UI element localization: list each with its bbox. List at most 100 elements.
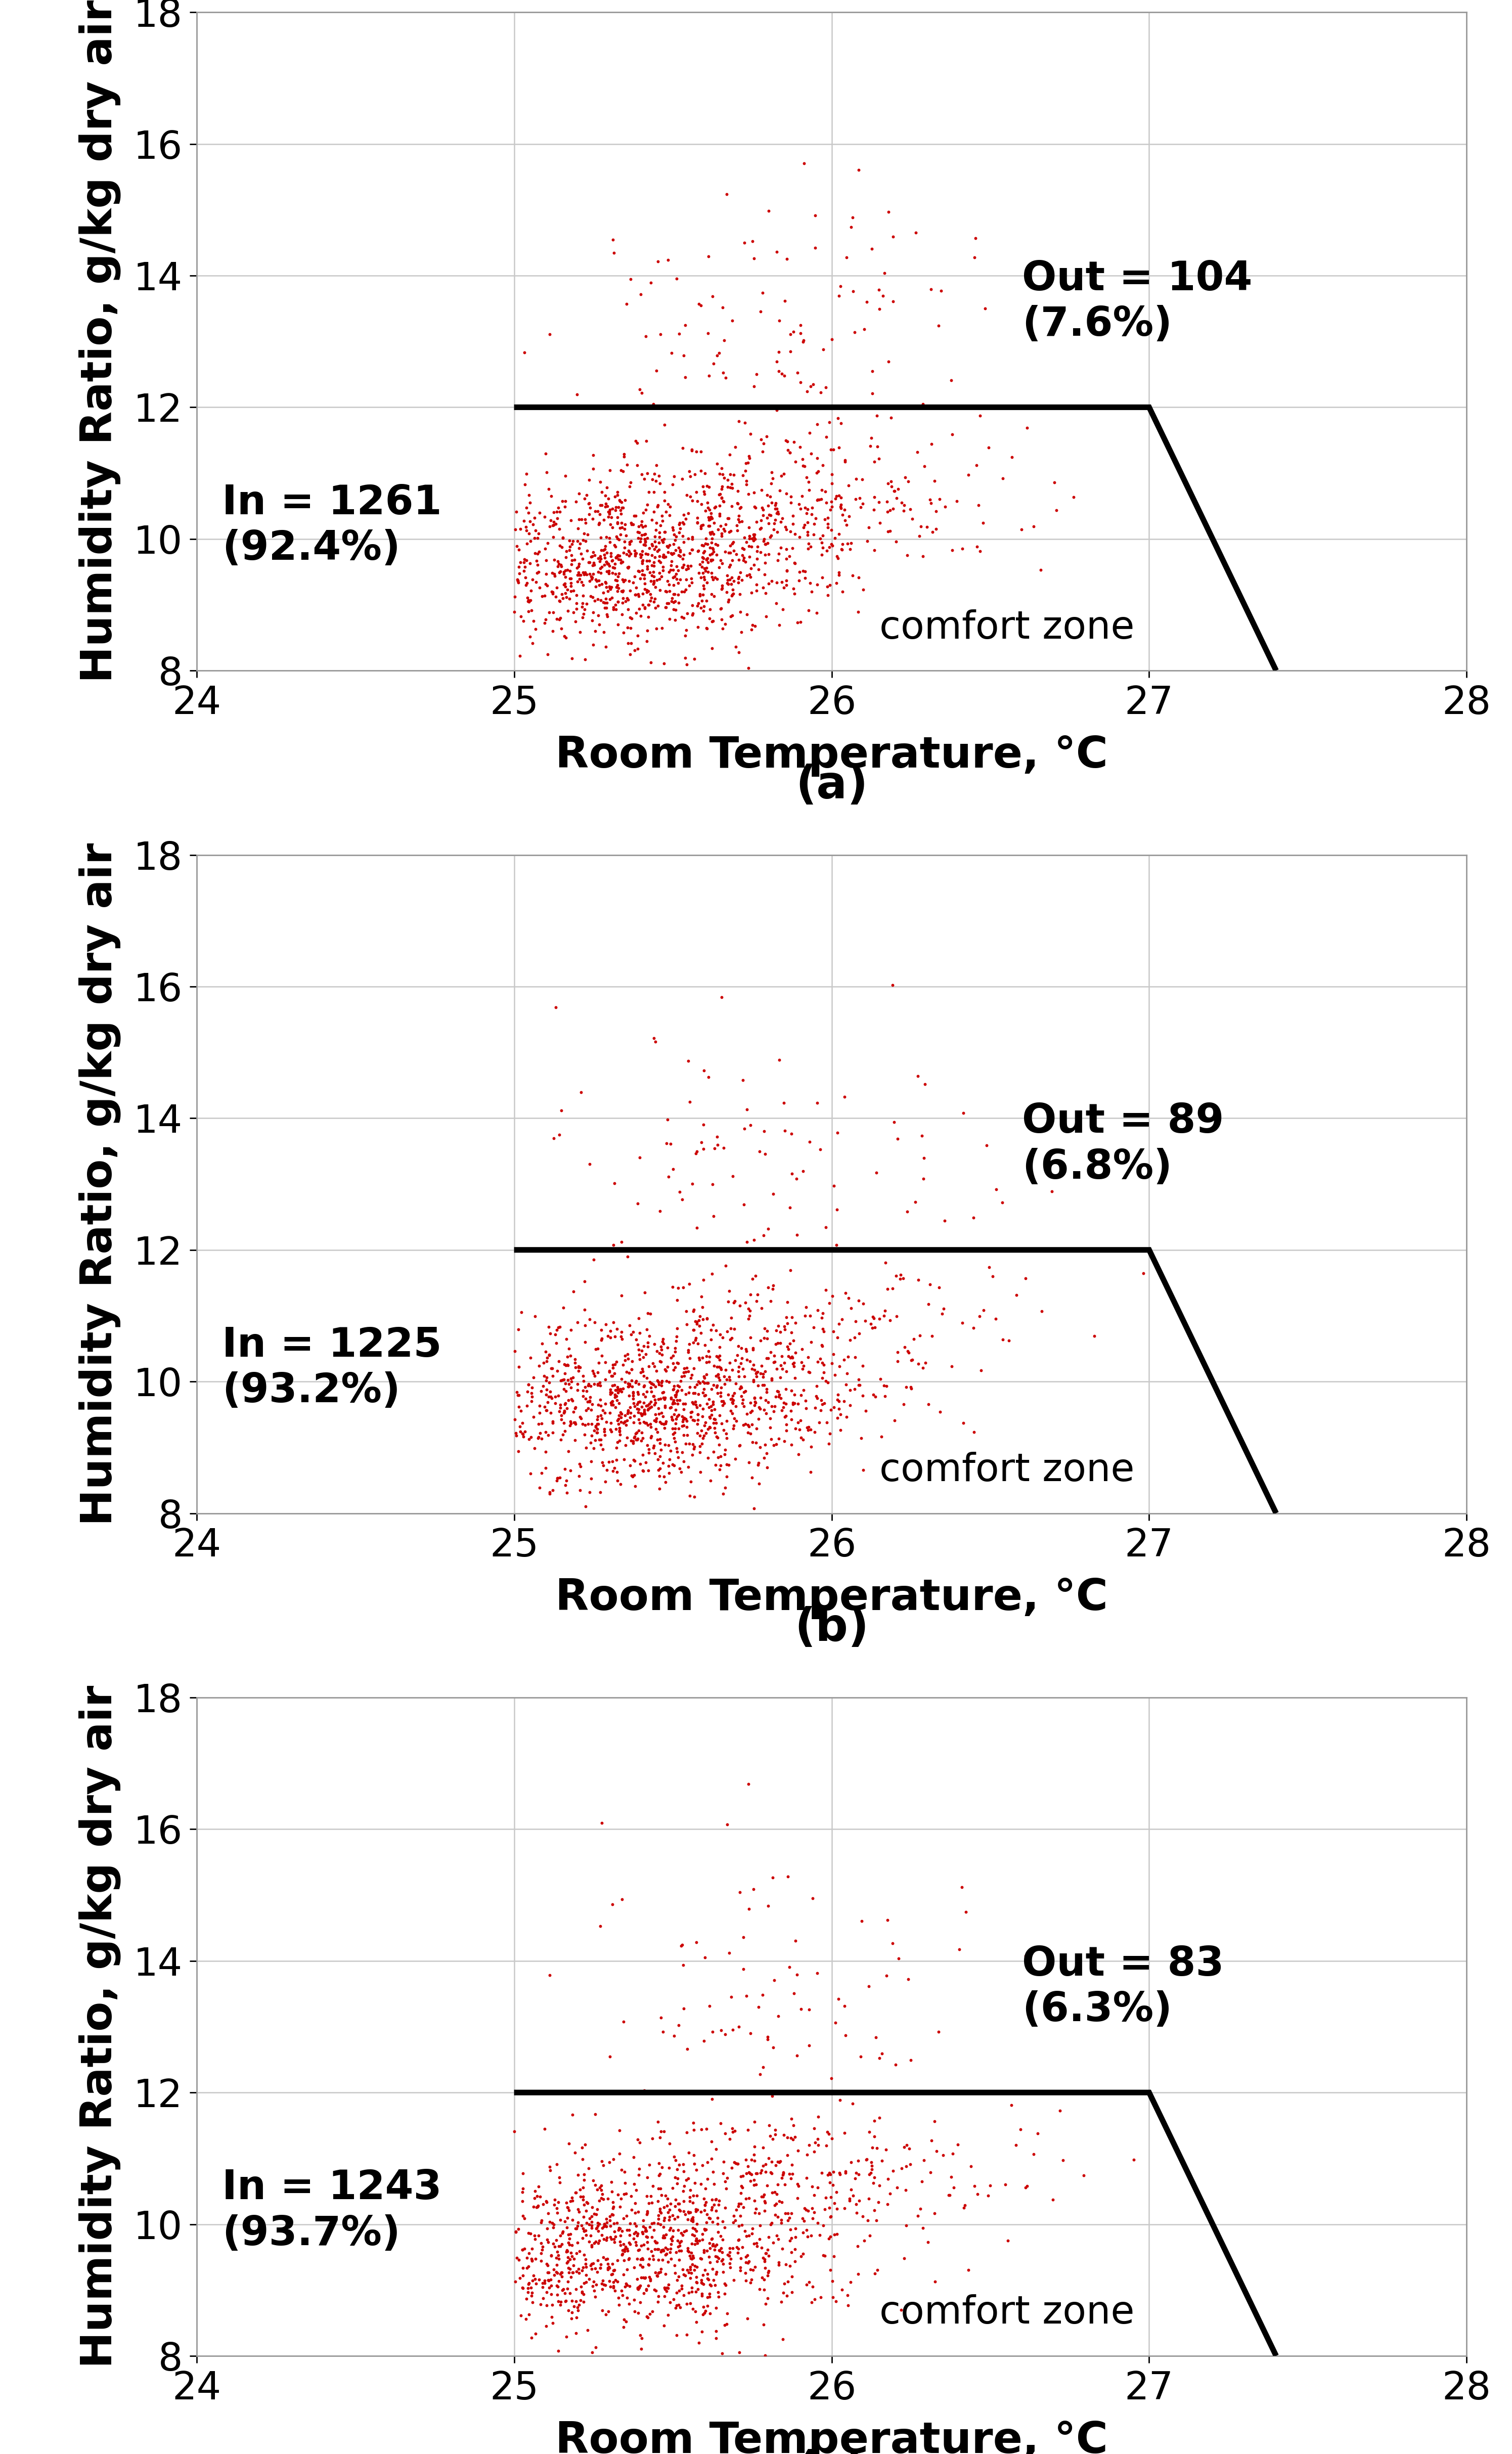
Point — [599, 1384, 623, 1423]
Point — [739, 518, 764, 557]
Point — [520, 2228, 544, 2267]
Point — [661, 1382, 685, 1421]
Point — [661, 1369, 685, 1409]
Point — [764, 501, 788, 540]
Point — [685, 2263, 709, 2302]
Point — [593, 1411, 617, 1450]
Point — [715, 2236, 739, 2275]
Point — [537, 2260, 561, 2299]
Point — [818, 2152, 842, 2191]
Point — [717, 533, 741, 572]
Point — [609, 1313, 634, 1352]
Point — [626, 628, 650, 667]
Point — [850, 1902, 874, 1941]
Point — [838, 2182, 862, 2221]
Point — [709, 1445, 733, 1485]
Point — [916, 2223, 940, 2263]
Point — [534, 2285, 558, 2324]
Point — [739, 2214, 764, 2253]
Point — [507, 2209, 531, 2248]
Point — [922, 461, 947, 501]
Point — [637, 2245, 661, 2285]
Point — [847, 1364, 871, 1404]
Point — [759, 1360, 783, 1399]
Point — [806, 1291, 830, 1330]
Point — [549, 2226, 573, 2265]
Point — [826, 1318, 850, 1357]
Point — [623, 2214, 647, 2253]
Point — [567, 1458, 591, 1497]
Point — [718, 1308, 742, 1347]
Point — [689, 2275, 714, 2314]
Point — [683, 1367, 708, 1406]
Point — [865, 2201, 889, 2241]
Point — [688, 2238, 712, 2277]
Point — [844, 2160, 868, 2199]
Point — [750, 432, 774, 471]
Point — [761, 1858, 785, 1897]
Point — [827, 275, 851, 314]
Point — [940, 2135, 965, 2174]
Point — [751, 520, 776, 560]
Point — [706, 2182, 730, 2221]
Point — [753, 535, 777, 574]
Point — [727, 2221, 751, 2260]
Point — [529, 2201, 553, 2241]
Point — [605, 1382, 629, 1421]
Point — [699, 493, 723, 533]
Point — [779, 2118, 803, 2157]
Point — [635, 454, 659, 493]
Point — [608, 2135, 632, 2174]
Point — [627, 552, 652, 591]
Point — [541, 1470, 565, 1509]
Point — [629, 1421, 653, 1460]
Point — [627, 1313, 652, 1352]
Point — [656, 2267, 680, 2307]
Point — [898, 1367, 922, 1406]
Point — [680, 2177, 705, 2216]
Point — [697, 501, 721, 540]
Point — [576, 1404, 600, 1443]
Point — [705, 1374, 729, 1414]
Point — [597, 2248, 621, 2287]
Point — [523, 533, 547, 572]
Point — [741, 1259, 765, 1298]
Point — [579, 537, 603, 577]
Point — [727, 633, 751, 672]
Point — [565, 1372, 590, 1411]
Point — [567, 2253, 591, 2292]
Point — [564, 577, 588, 616]
Point — [795, 2216, 820, 2255]
Point — [951, 1303, 975, 1342]
Point — [659, 1337, 683, 1377]
Point — [679, 560, 703, 599]
Point — [559, 1362, 584, 1401]
Point — [705, 1367, 729, 1406]
Point — [753, 1426, 777, 1465]
Point — [724, 535, 748, 574]
Point — [534, 1433, 558, 1472]
Point — [652, 481, 676, 520]
Point — [605, 537, 629, 577]
Point — [617, 623, 641, 663]
Point — [627, 1335, 652, 1374]
Point — [824, 564, 848, 604]
Point — [702, 488, 726, 528]
Point — [653, 1426, 677, 1465]
Point — [632, 560, 656, 599]
Point — [624, 1421, 649, 1460]
Point — [535, 2182, 559, 2221]
Point — [824, 476, 848, 515]
Point — [686, 1301, 711, 1340]
Point — [694, 1342, 718, 1382]
Point — [600, 2194, 624, 2233]
Point — [898, 2039, 922, 2079]
Point — [671, 547, 696, 587]
Point — [659, 1431, 683, 1470]
Point — [602, 525, 626, 564]
Text: Out = 83
(6.3%): Out = 83 (6.3%) — [1022, 1944, 1225, 2029]
Point — [597, 579, 621, 618]
Point — [572, 2155, 596, 2194]
Point — [573, 640, 597, 680]
Point — [564, 584, 588, 623]
